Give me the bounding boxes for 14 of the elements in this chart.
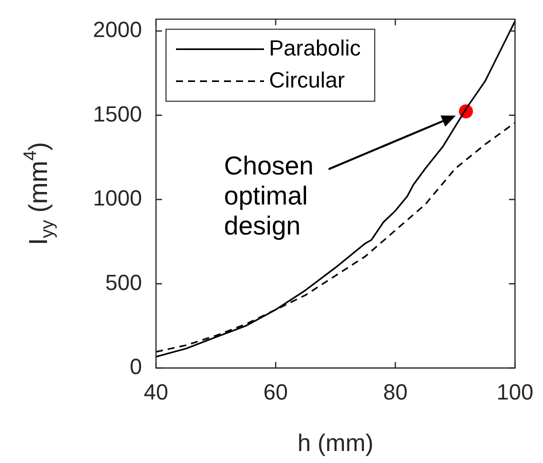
y-tick-label: 0 bbox=[130, 354, 142, 380]
y-tick-label: 1500 bbox=[93, 101, 142, 126]
y-tick-label: 1000 bbox=[93, 186, 142, 211]
y-tick-label: 2000 bbox=[93, 17, 142, 42]
x-tick-label: 80 bbox=[383, 379, 408, 404]
annotation: Chosen optimal design bbox=[224, 150, 314, 240]
y-tick-label: 500 bbox=[105, 270, 142, 295]
x-axis-title: h (mm) bbox=[298, 430, 374, 458]
legend-label: Circular bbox=[269, 67, 345, 92]
x-tick-label: 100 bbox=[496, 379, 534, 404]
x-tick-label: 40 bbox=[144, 379, 168, 404]
x-tick-label: 60 bbox=[263, 379, 288, 404]
legend-label: Parabolic bbox=[269, 35, 361, 60]
y-axis-title: Iyy (mm4) bbox=[20, 142, 57, 246]
